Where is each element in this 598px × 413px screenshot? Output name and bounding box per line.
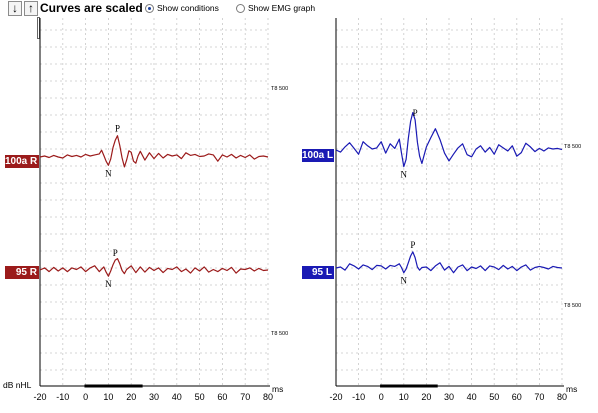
x-tick-label: 20 [421,392,431,402]
show-emg-graph-radio[interactable]: Show EMG graph [236,1,315,15]
move-up-button[interactable]: ↑ [24,1,38,16]
waveform-line [335,251,563,274]
peak-label-p: P [113,248,118,258]
radio-unselected-icon [236,3,245,13]
peak-label-n: N [105,279,112,289]
peak-label-p: P [410,240,415,250]
x-tick-label: 10 [103,392,113,402]
curve-label-100a-l[interactable]: 100a L [302,149,334,162]
show-conditions-label: Show conditions [157,3,219,13]
x-tick-label: 60 [217,392,227,402]
x-tick-label: 40 [467,392,477,402]
x-tick-label: 50 [489,392,499,402]
x-tick-label: -10 [352,392,365,402]
waveform-line [39,135,269,168]
show-emg-graph-label: Show EMG graph [248,3,316,13]
x-tick-label: 70 [534,392,544,402]
x-tick-label: 60 [512,392,522,402]
stimulus-bar [84,384,143,388]
x-tick-label: 70 [240,392,250,402]
peak-label-n: N [105,168,112,178]
x-tick-label: 50 [195,392,205,402]
stimulus-bar [380,384,438,388]
x-tick-label: 20 [126,392,136,402]
x-tick-label: 0 [379,392,384,402]
peak-label-p: P [413,108,418,118]
curve-label-95-l[interactable]: 95 L [302,266,334,279]
x-tick-label: 30 [444,392,454,402]
x-tick-label: -20 [33,392,46,402]
curve-label-100a-r[interactable]: 100a R [5,155,39,168]
peak-label-n: N [401,276,408,286]
scale-marker-label: T8 500 [271,86,288,92]
x-tick-label: -10 [56,392,69,402]
arrow-down-icon: ↓ [12,1,18,15]
waveform-line [335,112,563,168]
x-tick-label: 30 [149,392,159,402]
toolbar: ↓ ↑ Curves are scaled Show conditions Sh… [0,0,598,20]
x-unit-label: ms [566,384,577,394]
page-title: Curves are scaled [40,1,143,15]
x-tick-label: 0 [83,392,88,402]
curve-label-95-r[interactable]: 95 R [5,266,39,279]
x-tick-label: 10 [399,392,409,402]
x-tick-label: -20 [329,392,342,402]
x-tick-label: 40 [172,392,182,402]
scale-marker-label: T8 500 [271,331,288,337]
peak-label-n: N [401,170,408,180]
scale-marker-label: T8 500 [564,144,581,150]
arrow-up-icon: ↑ [28,1,34,15]
peak-label-p: P [115,124,120,134]
move-down-button[interactable]: ↓ [8,1,22,16]
scale-marker-label: T8 500 [564,303,581,309]
x-unit-label: ms [272,384,283,394]
show-conditions-radio[interactable]: Show conditions [145,1,219,15]
x-tick-label: 80 [557,392,567,402]
y-unit-label: dB nHL [3,380,32,390]
waveform-line [39,258,269,277]
radio-selected-icon [145,3,154,13]
x-tick-label: 80 [263,392,273,402]
